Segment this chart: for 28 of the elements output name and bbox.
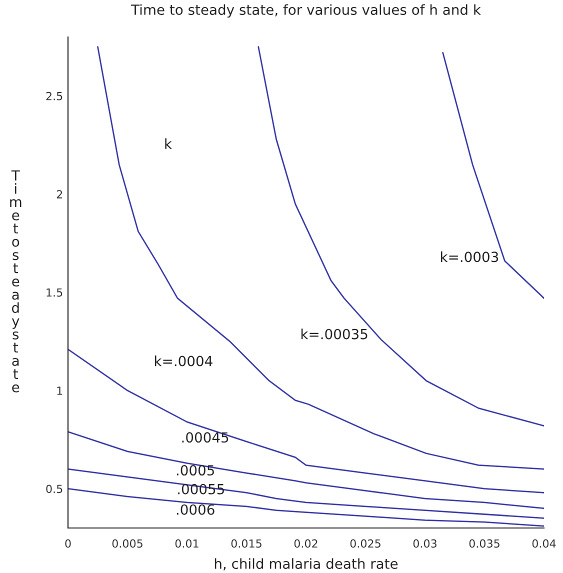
annotation: .00055 bbox=[178, 484, 224, 494]
annotation: .0005 bbox=[176, 465, 214, 476]
x-tick-label: 0.035 bbox=[469, 539, 500, 548]
x-tick-label: 0.01 bbox=[175, 539, 198, 548]
x-axis-title: h, child malaria death rate bbox=[214, 558, 398, 570]
y-tick-label: 0.5 bbox=[46, 484, 62, 494]
y-tick-label: 2 bbox=[56, 190, 62, 198]
annotation: .00045 bbox=[182, 432, 228, 443]
annotation: k=.0003 bbox=[440, 251, 498, 262]
annotation: k=.00035 bbox=[301, 328, 368, 340]
x-tick-label: 0.04 bbox=[532, 539, 556, 548]
x-tick-label: 0.02 bbox=[294, 539, 318, 548]
y-tick-label: 1.5 bbox=[46, 288, 62, 297]
x-tick-label: 0.03 bbox=[413, 539, 436, 548]
annotation: .0006 bbox=[176, 504, 214, 515]
line-series bbox=[68, 348, 544, 494]
annotation: k=.0004 bbox=[154, 356, 212, 366]
x-tick-label: 0.005 bbox=[112, 539, 142, 548]
line-series bbox=[258, 46, 544, 427]
y-tick-label: 1 bbox=[57, 386, 62, 395]
chart-title: Time to steady state, for various values of h and k bbox=[131, 4, 481, 18]
line-series bbox=[442, 52, 544, 299]
y-tick-label: 2.5 bbox=[46, 92, 62, 100]
text: Time to steady state bbox=[10, 170, 22, 392]
x-tick-label: 0 bbox=[65, 539, 71, 548]
annotation: k bbox=[165, 138, 172, 149]
x-tick-label: 0.015 bbox=[231, 539, 262, 548]
x-tick-label: 0.025 bbox=[350, 539, 380, 548]
